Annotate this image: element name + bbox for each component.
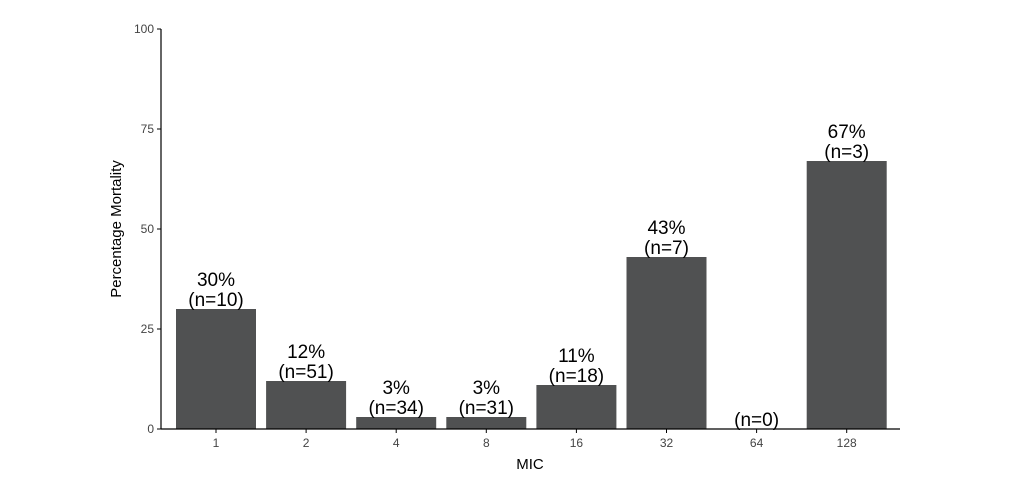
x-tick-label: 64 [750,436,764,450]
bar-percent-label: 12% [287,342,325,363]
bar-4 [356,417,437,429]
bar-count-label: (n=3) [824,142,869,163]
bar-count-label: (n=51) [278,362,333,383]
x-ticks-group: 1 2 4 8 16 32 64 128 [213,429,857,450]
y-tick-label: 75 [141,122,155,136]
y-tick-label: 0 [147,422,154,436]
bar-percent-label: 30% [197,270,235,291]
bar-percent-label: 3% [382,378,410,399]
x-tick-label: 32 [660,436,674,450]
x-tick-label: 16 [570,436,584,450]
x-tick-label: 8 [483,436,490,450]
bar-count-label: (n=31) [459,398,514,419]
bars-group [176,161,887,429]
bar-count-label: (n=10) [188,290,243,311]
y-tick-label: 25 [141,322,155,336]
x-tick-label: 2 [303,436,310,450]
bar-2 [266,381,347,429]
bar-percent-label: 43% [647,218,685,239]
y-tick-label: 100 [134,22,154,36]
bar-128 [806,161,887,429]
y-axis-title: Percentage Mortality [108,160,125,298]
bar-32 [626,257,707,429]
x-tick-label: 4 [393,436,400,450]
x-tick-label: 1 [213,436,220,450]
y-tick-label: 50 [141,222,155,236]
x-tick-label: 128 [837,436,857,450]
bar-1 [176,309,256,429]
bar-count-label: (n=34) [368,398,423,419]
bar-percent-label: 67% [828,122,866,143]
y-ticks-group: 0 25 50 75 100 [134,22,161,436]
x-axis-title: MIC [516,456,544,473]
bar-percent-label: 11% [558,346,595,367]
bar-count-label: (n=18) [549,366,604,387]
bar-count-label: (n=7) [644,238,689,259]
axes-group [160,29,900,430]
bar-8 [446,417,527,429]
bar-16 [536,385,617,429]
bar-percent-label: 3% [473,378,501,399]
bar-labels-group: (n=10)30%(n=51)12%(n=34)3%(n=31)3%(n=18)… [188,122,869,431]
bar-count-label: (n=0) [734,410,779,431]
